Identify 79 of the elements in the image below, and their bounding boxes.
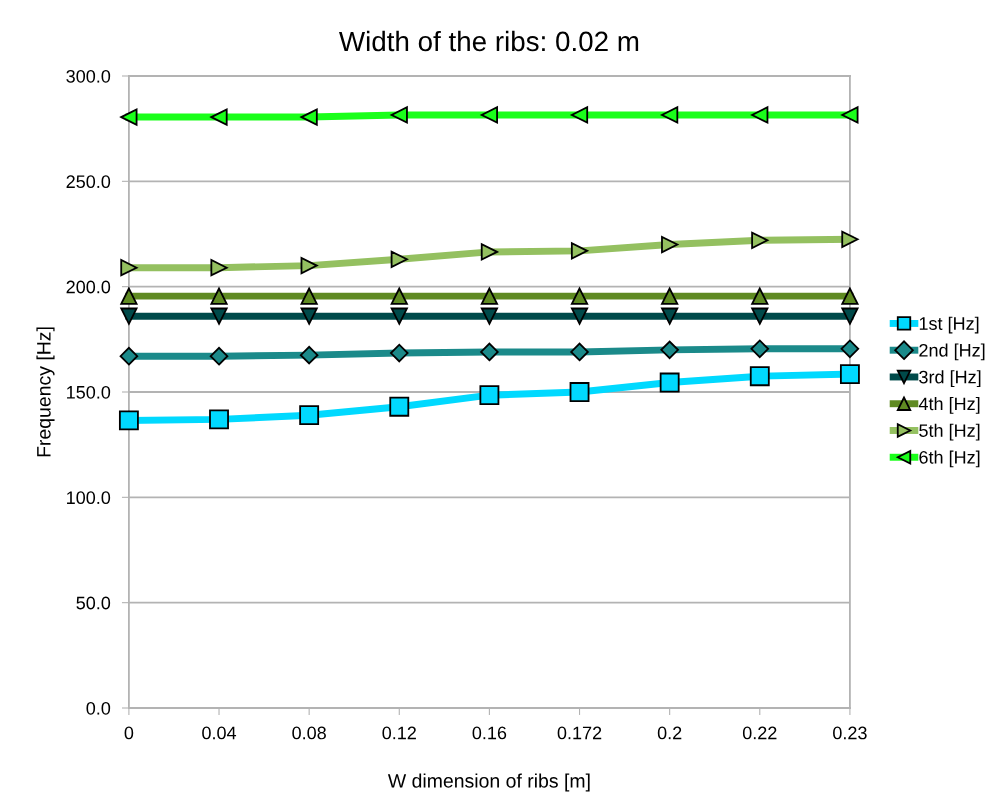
legend-label: 6th [Hz] [919,450,980,468]
point [479,385,500,406]
point [480,307,498,325]
point [119,346,139,366]
point [661,287,679,305]
point [570,242,589,260]
point [661,106,679,124]
point [751,287,769,305]
y-tick-label: 50.0 [76,596,111,610]
y-axis-title: Frequency [Hz] [36,327,55,457]
point [841,287,859,305]
y-tick-label: 150.0 [67,385,111,399]
point [841,307,859,325]
legend-label: 1st [Hz] [919,316,979,334]
point [120,259,138,277]
point [210,259,228,277]
point [210,307,228,325]
point [118,410,139,431]
legend-label: 4th [Hz] [918,396,980,414]
point [480,106,498,124]
point [299,405,320,426]
point [661,307,679,325]
y-tick-label: 100.0 [67,491,111,505]
point [570,287,589,305]
point [840,339,860,359]
x-tick-label: 0.22 [742,726,777,740]
point [570,342,589,362]
x-tick-label: 0 [124,726,134,740]
point [390,287,408,305]
point [120,108,138,126]
point [120,307,138,325]
x-tick-label: 0.172 [557,726,602,740]
point [841,230,859,248]
point [480,243,498,261]
point [390,307,408,325]
point [480,342,499,362]
x-axis-title: W dimension of ribs [m] [387,773,590,792]
x-tick-label: 0.16 [472,726,507,740]
x-tick-label: 0.2 [657,726,682,740]
chart-title: Width of the ribs: 0.02 m [339,30,639,52]
point [750,339,770,359]
point [390,106,408,124]
point [390,343,409,363]
point [300,307,318,325]
point [659,372,680,393]
x-tick-label: 0.12 [382,726,416,740]
x-tick-label: 0.04 [202,726,237,740]
point [751,106,769,124]
point [210,287,228,305]
point [210,108,228,126]
point [751,307,769,325]
point [300,108,318,126]
point [209,409,229,430]
point [749,366,770,387]
point [299,345,319,365]
point [300,257,318,275]
point [569,382,590,402]
y-tick-label: 0.0 [86,701,111,715]
point [661,235,679,254]
point [570,106,589,124]
point [209,346,229,366]
point [839,364,860,385]
point [841,106,859,124]
point [660,340,679,360]
x-tick-label: 0.23 [833,726,867,740]
point [389,396,410,417]
legend-label: 3rd [Hz] [919,370,981,388]
x-tick-label: 0.08 [292,726,326,740]
y-tick-label: 300.0 [66,69,111,83]
legend-label: 5th [Hz] [919,423,980,441]
y-tick-label: 200.0 [66,280,111,294]
point [480,287,498,305]
point [570,307,589,325]
y-tick-label: 250.0 [66,175,111,189]
point [120,287,138,305]
legend-label: 2nd [Hz] [919,343,985,361]
point [390,250,408,268]
point [300,287,318,305]
point [751,231,769,249]
